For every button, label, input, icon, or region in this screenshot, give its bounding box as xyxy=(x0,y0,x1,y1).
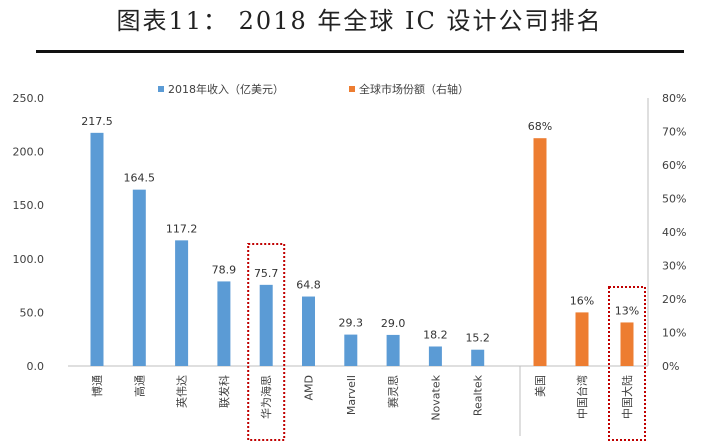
legend-swatch-share xyxy=(349,86,355,92)
category-label: Novatek xyxy=(429,374,442,420)
left-axis-tick-label: 0.0 xyxy=(27,360,45,373)
legend-label-revenue: 2018年收入（亿美元） xyxy=(168,82,284,96)
right-axis-tick-label: 40% xyxy=(662,226,686,239)
figure-title: 图表11： 2018 年全球 IC 设计公司排名 xyxy=(116,7,603,35)
left-axis-tick-label: 200.0 xyxy=(13,146,45,159)
title-rule xyxy=(36,50,684,53)
left-axis-tick-label: 100.0 xyxy=(13,253,45,266)
right-axis-tick-label: 30% xyxy=(662,260,686,273)
bar-revenue xyxy=(90,132,104,366)
category-label: 中国台湾 xyxy=(575,375,589,419)
bar-revenue xyxy=(386,334,400,366)
bar-market-share xyxy=(575,312,589,366)
category-label: 联发科 xyxy=(217,375,231,408)
category-label: 华为海思 xyxy=(259,375,273,419)
left-axis-tick-label: 150.0 xyxy=(13,199,45,212)
bar-revenue xyxy=(302,296,315,366)
data-label-revenue: 117.2 xyxy=(166,222,198,235)
legend-swatch-revenue xyxy=(158,86,164,92)
highlight-box xyxy=(608,286,646,441)
highlight-box xyxy=(247,243,286,441)
data-label-revenue: 75.7 xyxy=(254,267,279,280)
right-axis-tick-label: 60% xyxy=(662,159,686,172)
data-label-revenue: 164.5 xyxy=(124,172,156,185)
legend-label-share: 全球市场份额（右轴） xyxy=(359,82,469,96)
bar-revenue xyxy=(132,189,146,366)
data-label-revenue: 29.0 xyxy=(381,317,406,330)
left-axis-tick-label: 50.0 xyxy=(20,306,45,319)
data-label-revenue: 15.2 xyxy=(465,332,490,345)
category-label: Marvell xyxy=(345,375,358,415)
bar-revenue xyxy=(175,240,189,366)
data-label-revenue: 217.5 xyxy=(81,115,113,128)
category-label: 赛灵思 xyxy=(386,375,400,408)
data-label-revenue: 29.3 xyxy=(339,317,364,330)
right-axis-tick-label: 10% xyxy=(662,327,686,340)
data-label-share: 13% xyxy=(615,304,639,317)
data-label-revenue: 78.9 xyxy=(212,263,237,276)
left-axis-tick-label: 250.0 xyxy=(13,92,45,105)
category-label: 中国大陆 xyxy=(620,375,634,419)
category-label: 美国 xyxy=(534,375,547,397)
data-label-share: 68% xyxy=(528,120,552,133)
bar-market-share xyxy=(620,322,634,366)
category-label: 英伟达 xyxy=(175,375,189,408)
bar-revenue xyxy=(471,349,485,366)
category-label: 博通 xyxy=(91,375,104,397)
category-label: 高通 xyxy=(132,375,146,397)
data-label-share: 16% xyxy=(570,294,594,307)
data-label-revenue: 64.8 xyxy=(296,279,321,292)
right-axis-tick-label: 0% xyxy=(662,360,679,373)
category-label: AMD xyxy=(303,375,316,401)
right-axis-tick-label: 80% xyxy=(662,92,686,105)
bar-revenue xyxy=(428,346,442,366)
bar-market-share xyxy=(533,138,547,366)
right-axis-tick-label: 20% xyxy=(662,293,686,306)
bar-revenue xyxy=(259,284,273,366)
right-axis-tick-label: 70% xyxy=(662,126,686,139)
bar-revenue xyxy=(217,281,231,366)
right-axis-tick-label: 50% xyxy=(662,193,686,206)
data-label-revenue: 18.2 xyxy=(423,328,448,341)
bar-revenue xyxy=(344,334,358,366)
category-label: Realtek xyxy=(472,374,485,416)
